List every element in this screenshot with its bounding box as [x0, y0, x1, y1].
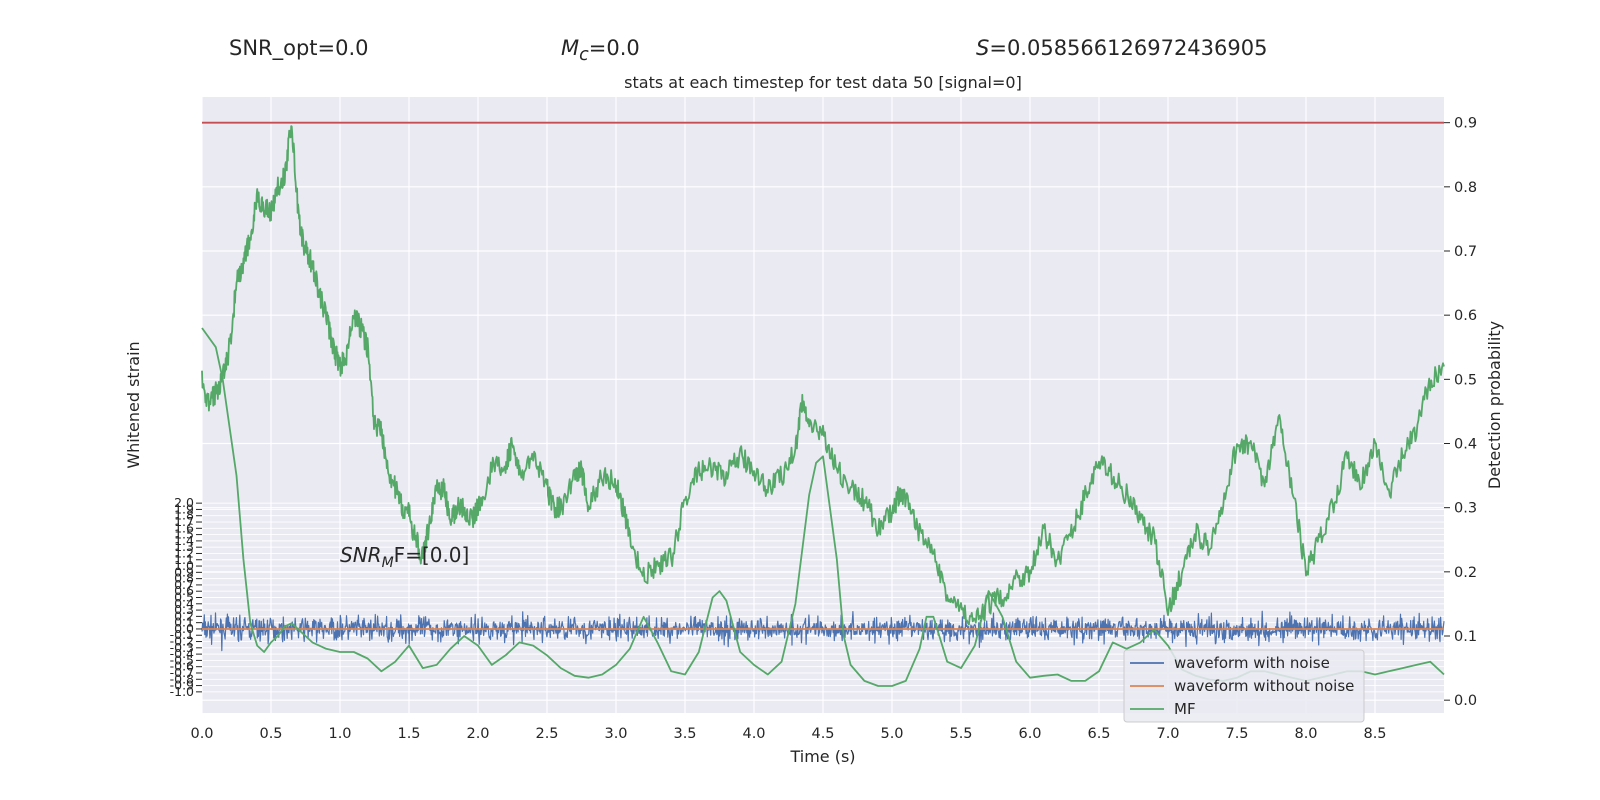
left-tick-label: 1.4 — [174, 533, 194, 548]
left-tick-label: 0.1 — [174, 615, 194, 630]
mc-subscript: c — [579, 45, 589, 66]
snr-opt-stat: SNR_opt=0.0 — [229, 36, 369, 60]
x-tick-label: 6.0 — [1018, 726, 1041, 742]
left-tick-label: 0.5 — [174, 590, 194, 605]
x-tick-label: 7.0 — [1156, 726, 1179, 742]
right-axis-ticks: 0.0 0.1 0.2 0.3 0.4 0.5 0.6 0.7 0.8 0.9 — [1444, 116, 1477, 709]
left-tick-label: 1.3 — [174, 539, 194, 554]
x-tick-label: 1.5 — [397, 726, 420, 742]
mc-stat: Mc=0.0 — [561, 36, 640, 65]
left-tick-label: 0.3 — [174, 602, 194, 617]
right-tick-label: 0.7 — [1454, 244, 1477, 260]
left-tick-label: 1.2 — [174, 545, 194, 560]
right-tick-label: 0.6 — [1454, 308, 1477, 324]
snr-mf-annotation: SNRMF=[0.0] — [340, 543, 469, 571]
series-line-waveform-with-noise — [201, 610, 1445, 652]
left-tick-label: -0.9 — [170, 678, 194, 693]
x-axis-label: Time (s) — [789, 747, 855, 766]
right-tick-label: 0.8 — [1454, 180, 1477, 196]
right-tick-label: 0.9 — [1454, 116, 1477, 132]
left-tick-label: -0.4 — [170, 646, 194, 661]
left-tick-label: 1.1 — [174, 552, 194, 567]
s-stat: S=0.058566126972436905 — [976, 36, 1267, 60]
annotation-post: F=[0.0] — [394, 543, 470, 567]
left-tick-label: -0.3 — [170, 640, 194, 655]
left-tick-label: 0.8 — [174, 571, 194, 586]
left-tick-label: 0.2 — [174, 608, 194, 623]
left-tick-label: 1.0 — [174, 558, 194, 573]
x-tick-label: 0.0 — [190, 726, 213, 742]
mc-value: =0.0 — [588, 36, 640, 60]
left-axis-ticks: -1.0-0.9-0.8-0.7-0.6-0.5-0.4-0.3-0.2-0.1… — [170, 495, 202, 699]
left-tick-label: 1.7 — [174, 514, 194, 529]
right-tick-label: 0.0 — [1454, 693, 1477, 709]
left-tick-label: 1.8 — [174, 508, 194, 523]
left-tick-label: -0.1 — [170, 627, 194, 642]
s-symbol: S — [976, 36, 990, 60]
right-axis-label: Detection probability — [1485, 321, 1504, 489]
left-tick-label: 1.9 — [174, 501, 194, 516]
left-tick-label: 0.9 — [174, 564, 194, 579]
x-tick-label: 4.5 — [811, 726, 834, 742]
left-tick-label: -1.0 — [170, 684, 194, 699]
s-value: =0.058566126972436905 — [989, 36, 1268, 60]
legend-label-mf: MF — [1174, 700, 1196, 718]
legend-label-noise: waveform with noise — [1174, 654, 1330, 672]
left-tick-label: -0.2 — [170, 634, 194, 649]
x-tick-label: 5.0 — [880, 726, 903, 742]
x-tick-label: 8.0 — [1294, 726, 1317, 742]
x-tick-label: 2.0 — [466, 726, 489, 742]
series-layer — [201, 121, 1445, 687]
annotation-pre: SNR — [340, 543, 382, 567]
legend: waveform with noise waveform without noi… — [1123, 649, 1365, 723]
left-tick-label: 1.5 — [174, 527, 194, 542]
left-tick-label: -0.7 — [170, 665, 194, 680]
x-tick-label: 7.5 — [1225, 726, 1248, 742]
right-tick-label: 0.3 — [1454, 501, 1477, 517]
legend-box — [1123, 649, 1365, 723]
left-tick-label: 0.7 — [174, 577, 194, 592]
left-tick-label: -0.8 — [170, 671, 194, 686]
right-tick-label: 0.4 — [1454, 437, 1477, 453]
x-tick-label: 5.5 — [949, 726, 972, 742]
x-tick-label: 3.0 — [604, 726, 627, 742]
right-tick-label: 0.2 — [1454, 565, 1477, 581]
x-tick-label: 1.0 — [328, 726, 351, 742]
x-tick-label: 8.5 — [1363, 726, 1386, 742]
left-tick-label: 2.0 — [174, 495, 194, 510]
left-tick-label: 0.0 — [174, 621, 194, 636]
left-tick-label: -0.6 — [170, 659, 194, 674]
left-tick-label: -0.5 — [170, 652, 194, 667]
mc-symbol: M — [561, 36, 580, 60]
x-tick-label: 2.5 — [535, 726, 558, 742]
x-tick-label: 6.5 — [1087, 726, 1110, 742]
left-tick-label: 1.6 — [174, 520, 194, 535]
annotation-sub: M — [382, 555, 394, 571]
left-axis-label: Whitened strain — [124, 341, 143, 468]
x-tick-label: 3.5 — [673, 726, 696, 742]
legend-label-clean: waveform without noise — [1174, 677, 1354, 695]
right-tick-label: 0.1 — [1454, 629, 1477, 645]
x-tick-label: 0.5 — [259, 726, 282, 742]
left-tick-label: 0.4 — [174, 596, 194, 611]
left-tick-label: 0.6 — [174, 583, 194, 598]
x-tick-label: 4.0 — [742, 726, 765, 742]
right-tick-label: 0.5 — [1454, 372, 1477, 388]
chart-title: stats at each timestep for test data 50 … — [624, 73, 1022, 92]
x-axis-ticks: 0.0 0.5 1.0 1.5 2.0 2.5 3.0 3.5 4.0 4.5 5.0 5.5 6.0 6… — [190, 726, 1386, 742]
series-line-detection-probability — [201, 125, 1445, 626]
